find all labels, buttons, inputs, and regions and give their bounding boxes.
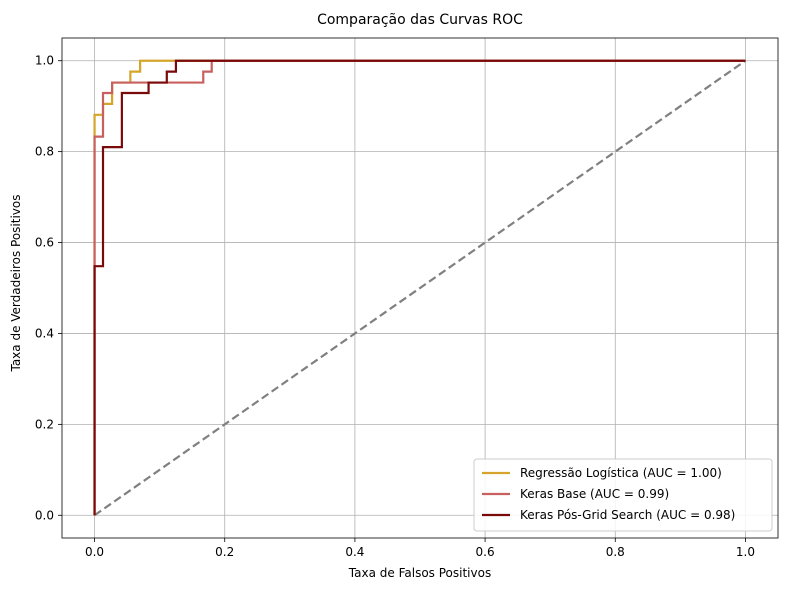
legend-label: Keras Base (AUC = 0.99) (520, 487, 669, 501)
ticks: 0.0 0.2 0.4 0.6 0.8 1.0 0.0 0.2 0.4 0.6 0.8 1.0 (35, 54, 755, 559)
legend-box (473, 458, 773, 532)
y-tick-label: 0.6 (35, 236, 54, 250)
legend: Regressão Logística (AUC = 1.00) Keras Ba… (473, 458, 773, 532)
diagonal-reference-line (93, 59, 747, 517)
chart-title: Comparação das Curvas ROC (317, 12, 523, 28)
x-tick-label: 0.4 (345, 545, 364, 559)
y-tick-label: 1.0 (35, 54, 54, 68)
x-tick-label: 0.8 (606, 545, 625, 559)
axes-frame (61, 37, 779, 539)
roc-series-line-2 (93, 59, 746, 516)
x-tick-label: 0.0 (85, 545, 104, 559)
y-tick-label: 0.8 (35, 145, 54, 159)
plot-lines (93, 59, 747, 517)
y-tick-label: 0.2 (35, 417, 54, 431)
legend-label: Regressão Logística (AUC = 1.00) (520, 466, 722, 480)
x-tick-label: 0.2 (215, 545, 234, 559)
x-tick-label: 1.0 (736, 545, 755, 559)
x-tick-label: 0.6 (476, 545, 495, 559)
grid (62, 38, 778, 538)
x-axis-title: Taxa de Falsos Positivos (348, 566, 491, 580)
legend-label: Keras Pós-Grid Search (AUC = 0.98) (520, 508, 735, 522)
roc-series-line-3 (93, 59, 746, 516)
y-tick-label: 0.4 (35, 326, 54, 340)
y-axis-title: Taxa de Verdadeiros Positivos (9, 194, 23, 372)
y-tick-label: 0.0 (35, 508, 54, 522)
